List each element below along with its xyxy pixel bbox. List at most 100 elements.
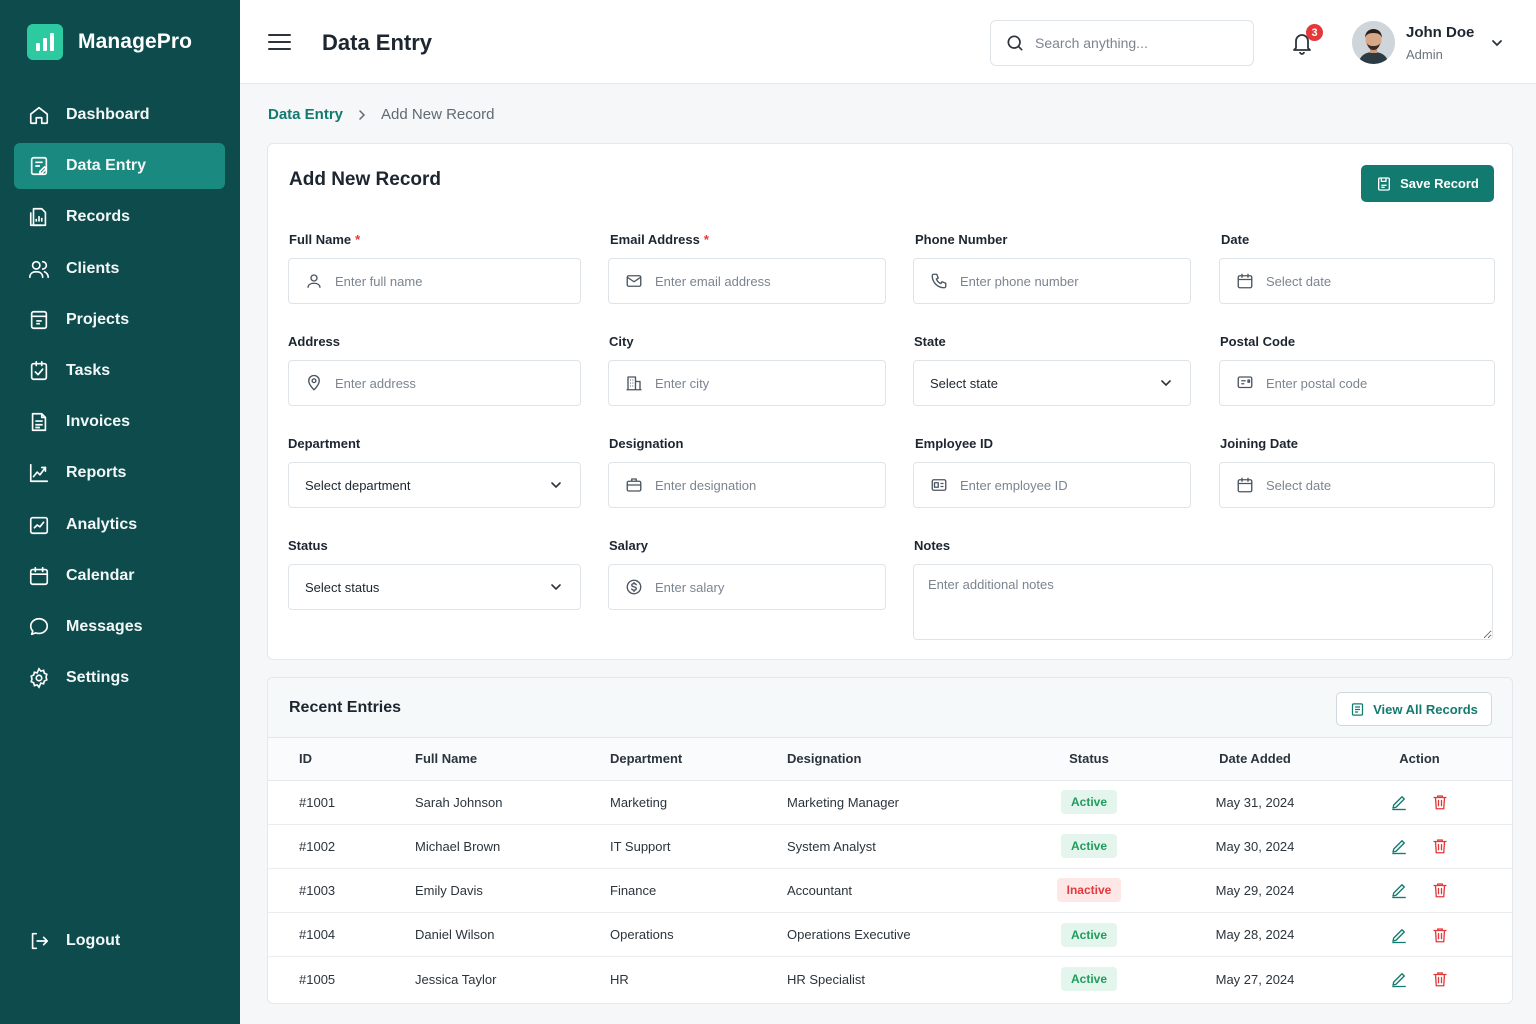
edit-icon[interactable]	[1390, 837, 1408, 855]
phone-field[interactable]	[913, 258, 1191, 304]
full-name-field[interactable]	[288, 258, 581, 304]
analytics-icon	[28, 514, 50, 536]
trash-icon[interactable]	[1431, 837, 1449, 855]
city-field[interactable]	[608, 360, 886, 406]
user-role: Admin	[1406, 47, 1443, 62]
phone-input[interactable]	[960, 273, 1190, 289]
cell-id: #1001	[268, 780, 415, 825]
trash-icon[interactable]	[1431, 881, 1449, 899]
save-label: Save Record	[1400, 176, 1479, 191]
search-box[interactable]	[990, 20, 1254, 66]
bell-icon[interactable]	[1290, 30, 1314, 56]
sidebar-item-settings[interactable]: Settings	[14, 655, 225, 701]
date-input[interactable]	[1266, 273, 1494, 289]
column-header-department[interactable]: Department	[610, 738, 787, 781]
designation-input[interactable]	[655, 477, 885, 493]
chart-line-icon	[28, 462, 50, 484]
table-row[interactable]: #1001 Sarah Johnson Marketing Marketing …	[268, 780, 1512, 825]
trash-icon[interactable]	[1431, 970, 1449, 988]
sidebar-item-label: Tasks	[66, 361, 111, 379]
date-label: Date	[1221, 232, 1250, 247]
employee-id-input[interactable]	[960, 477, 1190, 493]
cell-date: May 31, 2024	[1155, 780, 1355, 825]
edit-icon[interactable]	[1390, 793, 1408, 811]
logout-button[interactable]: Logout	[14, 918, 225, 964]
column-header-status[interactable]: Status	[1023, 738, 1155, 781]
department-select-value: Select department	[305, 477, 411, 493]
sidebar-item-projects[interactable]: Projects	[14, 297, 225, 343]
state-select[interactable]: Select state	[913, 360, 1191, 406]
breadcrumb-parent[interactable]: Data Entry	[268, 106, 344, 123]
menu-toggle-icon[interactable]	[268, 33, 291, 51]
edit-icon[interactable]	[1390, 970, 1408, 988]
sidebar-item-data-entry[interactable]: Data Entry	[14, 143, 225, 190]
sidebar-item-records[interactable]: Records	[14, 194, 225, 240]
postal-code-field[interactable]	[1219, 360, 1495, 406]
designation-field[interactable]	[608, 462, 886, 508]
edit-icon[interactable]	[1390, 926, 1408, 944]
id-card-icon	[930, 476, 948, 494]
sidebar-item-calendar[interactable]: Calendar	[14, 553, 225, 599]
cell-name: Emily Davis	[415, 868, 610, 914]
status-select[interactable]: Select status	[288, 564, 581, 610]
sidebar-item-tasks[interactable]: Tasks	[14, 348, 225, 394]
table-row[interactable]: #1002 Michael Brown IT Support System An…	[268, 824, 1512, 869]
column-header-designation[interactable]: Designation	[787, 738, 1023, 781]
sidebar-item-invoices[interactable]: Invoices	[14, 399, 225, 445]
city-label: City	[609, 334, 634, 349]
column-header-full-name[interactable]: Full Name	[415, 738, 610, 781]
sidebar-item-label: Records	[66, 208, 131, 226]
sidebar: ManagePro Dashboard Data Entry Records C…	[0, 0, 240, 1024]
sidebar-item-dashboard[interactable]: Dashboard	[14, 92, 225, 138]
table-row[interactable]: #1004 Daniel Wilson Operations Operation…	[268, 912, 1512, 958]
edit-icon[interactable]	[1390, 881, 1408, 899]
view-all-records-button[interactable]: View All Records	[1336, 692, 1492, 726]
column-header-id[interactable]: ID	[268, 738, 415, 781]
sidebar-item-reports[interactable]: Reports	[14, 450, 225, 496]
search-input[interactable]	[1035, 35, 1235, 51]
sidebar-item-label: Dashboard	[66, 106, 150, 123]
cell-date: May 29, 2024	[1155, 868, 1355, 914]
sidebar-item-label: Messages	[66, 617, 143, 635]
email-field[interactable]	[608, 258, 886, 304]
table-row[interactable]: #1005 Jessica Taylor HR HR Specialist Ac…	[268, 957, 1512, 1001]
user-name[interactable]: John Doe	[1406, 24, 1475, 41]
address-field[interactable]	[288, 360, 581, 406]
trash-icon[interactable]	[1431, 793, 1449, 811]
sidebar-item-label: Projects	[66, 310, 130, 328]
joining-date-input[interactable]	[1266, 477, 1494, 493]
salary-input[interactable]	[655, 579, 885, 595]
cell-department: IT Support	[610, 824, 787, 869]
address-input[interactable]	[335, 375, 580, 391]
table-row[interactable]: #1003 Emily Davis Finance Accountant Ina…	[268, 868, 1512, 914]
sidebar-item-label: Settings	[66, 669, 130, 687]
brand[interactable]: ManagePro	[27, 24, 192, 60]
salary-field[interactable]	[608, 564, 886, 610]
calendar-icon	[1236, 476, 1254, 494]
save-record-button[interactable]: Save Record	[1361, 165, 1494, 202]
sidebar-item-analytics[interactable]: Analytics	[14, 502, 225, 548]
avatar[interactable]	[1352, 21, 1395, 64]
cell-date: May 30, 2024	[1155, 824, 1355, 869]
cell-designation: System Analyst	[787, 824, 1023, 869]
chevron-down-icon[interactable]	[1490, 36, 1504, 50]
cell-id: #1002	[268, 824, 415, 869]
sidebar-item-messages[interactable]: Messages	[14, 604, 225, 650]
column-header-date-added[interactable]: Date Added	[1155, 738, 1355, 781]
cell-department: Operations	[610, 912, 787, 958]
full-name-input[interactable]	[335, 273, 580, 289]
mail-icon	[625, 272, 643, 290]
cell-name: Michael Brown	[415, 824, 610, 869]
trash-icon[interactable]	[1431, 926, 1449, 944]
department-select[interactable]: Select department	[288, 462, 581, 508]
postal-code-input[interactable]	[1266, 375, 1494, 391]
employee-id-field[interactable]	[913, 462, 1191, 508]
city-input[interactable]	[655, 375, 885, 391]
phone-label: Phone Number	[915, 232, 1008, 247]
notes-textarea[interactable]	[913, 564, 1493, 640]
email-input[interactable]	[655, 273, 885, 289]
joining-date-field[interactable]	[1219, 462, 1495, 508]
date-field[interactable]	[1219, 258, 1495, 304]
invoice-icon	[28, 411, 50, 433]
sidebar-item-clients[interactable]: Clients	[14, 246, 225, 292]
